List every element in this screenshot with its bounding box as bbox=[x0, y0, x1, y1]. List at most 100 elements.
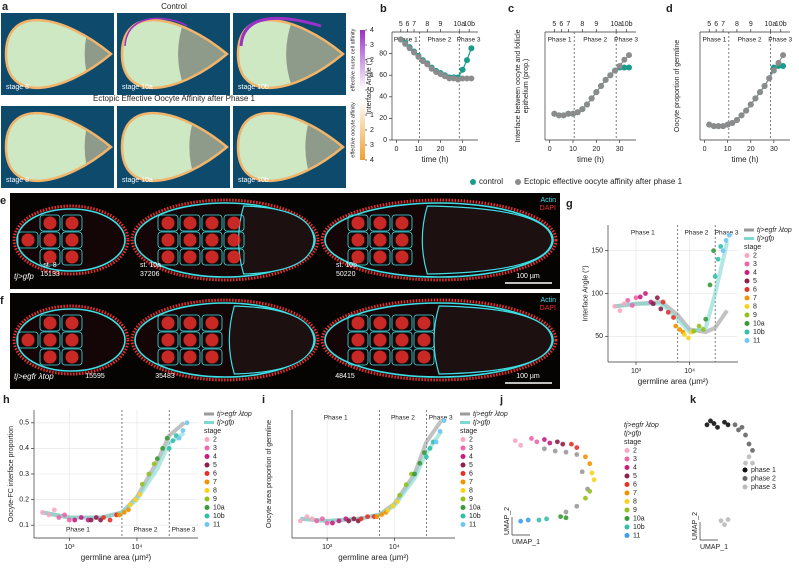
data-point bbox=[560, 441, 566, 447]
nucleus bbox=[43, 316, 57, 330]
legend-swatch bbox=[460, 454, 466, 459]
y-axis-label: Oocyte proportion of germline bbox=[674, 39, 682, 133]
y-tick-label: 40 bbox=[379, 94, 387, 101]
legend-label: 7 bbox=[633, 490, 637, 497]
data-point bbox=[607, 72, 614, 79]
legend-swatch bbox=[624, 516, 630, 521]
data-point bbox=[390, 503, 396, 509]
panel-label: e bbox=[0, 195, 6, 207]
data-point bbox=[593, 89, 600, 96]
legend-label: 4 bbox=[633, 464, 637, 471]
nucleus bbox=[395, 216, 409, 230]
data-point bbox=[397, 492, 403, 498]
channel-label: Actin bbox=[540, 197, 556, 204]
data-point bbox=[673, 323, 679, 329]
y-tick-label: 0.4 bbox=[19, 445, 29, 452]
top-tick-label: 10b bbox=[775, 21, 787, 28]
nurse-cell bbox=[347, 248, 369, 266]
area-label: 15595 bbox=[85, 373, 105, 380]
top-tick-label: 5 bbox=[707, 21, 711, 28]
data-point bbox=[184, 420, 190, 426]
legend-label: 9 bbox=[213, 496, 217, 503]
phase-label: Phase 1 bbox=[548, 37, 572, 44]
data-point bbox=[747, 101, 754, 108]
data-point bbox=[433, 439, 439, 445]
data-point bbox=[297, 518, 303, 524]
nucleus bbox=[395, 316, 409, 330]
nurse-cell bbox=[391, 231, 413, 249]
data-point bbox=[574, 109, 581, 116]
nucleus bbox=[161, 216, 175, 230]
data-point bbox=[658, 306, 664, 312]
egg-outline bbox=[236, 112, 345, 182]
y-axis-label-box: Interface Angle (°) bbox=[366, 58, 373, 114]
legend-swatch bbox=[204, 488, 210, 493]
legend-label: 4 bbox=[213, 453, 217, 460]
data-point bbox=[463, 75, 470, 82]
legend-swatch bbox=[470, 179, 476, 185]
nucleus bbox=[205, 316, 219, 330]
phase-label: Phase 2 bbox=[583, 37, 607, 44]
oocyte bbox=[433, 305, 553, 375]
legend-label: 2 bbox=[213, 436, 217, 443]
x-tick-label: 10⁴ bbox=[684, 368, 695, 375]
data-point bbox=[379, 512, 385, 517]
y-tick-label: 0 bbox=[383, 137, 387, 144]
nucleus bbox=[373, 216, 387, 230]
data-point bbox=[602, 76, 609, 83]
data-point bbox=[394, 499, 400, 505]
nurse-cell bbox=[413, 348, 435, 366]
legend-title: stage bbox=[624, 439, 641, 446]
legend-swatch bbox=[624, 524, 630, 530]
data-point bbox=[324, 520, 330, 526]
trend-line bbox=[614, 241, 730, 335]
data-point bbox=[525, 517, 531, 523]
nurse-cell bbox=[201, 331, 223, 349]
data-point bbox=[88, 517, 94, 523]
nucleus bbox=[161, 233, 175, 247]
data-point bbox=[739, 424, 745, 430]
data-point bbox=[612, 67, 618, 74]
data-point bbox=[700, 327, 706, 332]
x-tick-label: 20 bbox=[437, 146, 445, 153]
legend-swatch bbox=[460, 445, 466, 451]
data-point bbox=[770, 67, 777, 74]
legend-label: 7 bbox=[469, 479, 473, 486]
data-point bbox=[775, 59, 782, 66]
data-point bbox=[583, 495, 588, 501]
y-axis-label-box: Oocyte proportion of germline bbox=[674, 39, 682, 133]
data-point bbox=[93, 515, 99, 520]
nurse-cell bbox=[179, 214, 201, 232]
nurse-cell bbox=[201, 248, 223, 266]
data-point bbox=[736, 427, 741, 433]
top-tick-label: 6 bbox=[559, 21, 563, 28]
data-point bbox=[365, 514, 370, 520]
nurse-cell bbox=[347, 314, 369, 332]
nucleus bbox=[351, 216, 365, 230]
data-point bbox=[629, 303, 635, 308]
stage-label: stage 8 bbox=[6, 177, 29, 184]
legend-label: 11 bbox=[469, 521, 476, 528]
x-tick-label: 10³ bbox=[322, 544, 333, 551]
phase-label: Phase 2 bbox=[134, 527, 158, 534]
data-point bbox=[154, 456, 160, 462]
data-point bbox=[579, 106, 586, 113]
data-point bbox=[51, 507, 57, 513]
colorbar-tick-label: 1 bbox=[370, 72, 374, 79]
data-point bbox=[726, 232, 732, 238]
data-point bbox=[711, 421, 717, 426]
nucleus bbox=[205, 250, 219, 264]
legend-label: 6 bbox=[753, 286, 757, 293]
legend-label: 7 bbox=[753, 295, 757, 302]
data-point bbox=[715, 256, 721, 262]
scale-label: 100 µm bbox=[516, 273, 540, 280]
phase-label: Phase 1 bbox=[631, 230, 655, 237]
data-point bbox=[107, 517, 113, 523]
legend-label: 6 bbox=[633, 481, 637, 488]
data-point bbox=[616, 62, 623, 69]
data-point bbox=[40, 510, 45, 515]
affinity-band bbox=[239, 16, 322, 47]
colorbar-tick-label: 3 bbox=[370, 142, 374, 149]
nurse-cell bbox=[39, 314, 61, 332]
data-point bbox=[146, 471, 152, 477]
